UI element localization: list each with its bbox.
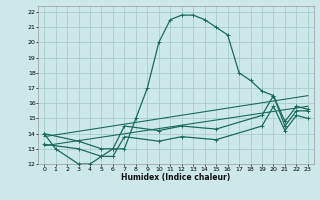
X-axis label: Humidex (Indice chaleur): Humidex (Indice chaleur) — [121, 173, 231, 182]
